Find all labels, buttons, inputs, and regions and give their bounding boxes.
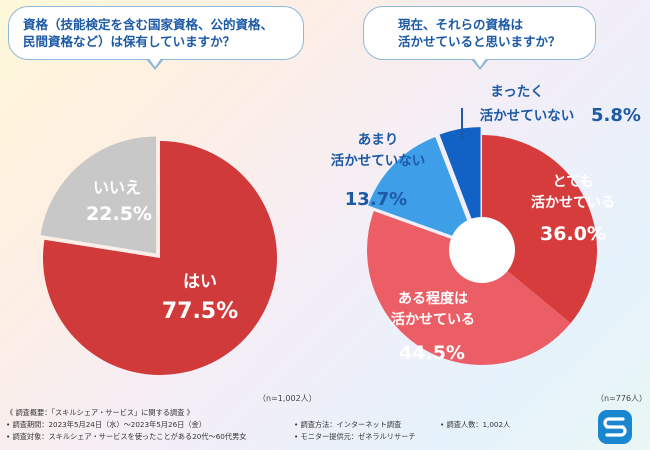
- chart-2-label-some-line-2: 活かせている: [391, 311, 475, 328]
- chart-1-sample-size: （n=1,002人）: [258, 394, 317, 403]
- chart-2-slice-3: [368, 136, 477, 245]
- company-logo-icon: [598, 410, 632, 444]
- chart-2-label-very-line-2: 活かせている: [531, 194, 615, 211]
- survey-target: • 調査対象：スキルシェア・サービスを使ったことがある20代～60代男女: [6, 432, 247, 441]
- chart-1-value-no-line-1: 22.5%: [86, 203, 152, 225]
- question-1-bubble: 資格（技能検定を含む国家資格、公的資格、 民間資格など）は保有していますか？: [8, 6, 304, 60]
- survey-count: • 調査人数：1,002人: [440, 420, 511, 429]
- chart-2-label-none-2-line-1: 活かせていない: [480, 107, 575, 124]
- chart-1-slice-2: [40, 136, 157, 254]
- chart-2-slice-4: [439, 127, 481, 243]
- chart-2-label-none-1-line-1: まったく: [490, 84, 543, 100]
- chart-1-value-yes-line-1: 77.5%: [162, 299, 238, 324]
- chart-1-slice-1: [43, 141, 277, 375]
- question-2-line-1: 現在、それらの資格は: [398, 17, 524, 32]
- survey-method-block: • 調査方法：インターネット調査 • モニター提供元：ゼネラルリサーチ: [294, 419, 416, 443]
- chart-1-label-yes-line-1: はい: [183, 272, 217, 292]
- chart-2-label-very-line-1: とても: [553, 174, 594, 190]
- chart-2-value-none-line-1: 5.8%: [591, 105, 641, 126]
- question-1-line-2: 民間資格など）は保有していますか？: [23, 34, 236, 49]
- chart-1-label-no-line-1: いいえ: [93, 178, 141, 197]
- question-1-line-1: 資格（技能検定を含む国家資格、公的資格、: [23, 17, 274, 32]
- survey-overview: 《 調査概要：「スキルシェア・サービス」に関する調査 》 • 調査期間：2023…: [6, 407, 246, 443]
- survey-method: • 調査方法：インターネット調査: [294, 420, 402, 429]
- chart-2-label-some-line-1: ある程度は: [398, 290, 468, 307]
- chart-2-value-some-line-1: 44.5%: [399, 342, 465, 364]
- chart-2-label-little-line-1: あまり: [358, 132, 399, 148]
- question-2-tail-fill: [473, 57, 487, 67]
- survey-title: 《 調査概要：「スキルシェア・サービス」に関する調査 》: [6, 408, 194, 417]
- chart-2-slice-2: [366, 211, 571, 365]
- chart-2-sample-size: （n=776人）: [596, 394, 648, 403]
- chart-2-value-little-line-1: 13.7%: [345, 189, 407, 210]
- question-2-bubble: 現在、それらの資格は 活かせていると思いますか？: [363, 6, 596, 60]
- survey-count-block: • 調査人数：1,002人: [440, 419, 510, 431]
- survey-monitor: • モニター提供元：ゼネラルリサーチ: [294, 432, 416, 441]
- chart-2-label-little-line-2: 活かせていない: [331, 152, 426, 169]
- chart-2-value-very-line-1: 36.0%: [540, 223, 606, 245]
- chart-2-slice-1: [482, 135, 597, 324]
- survey-period: • 調査期間：2023年5月24日（水）～2023年5月26日（金）: [6, 420, 206, 429]
- question-2-line-2: 活かせていると思いますか？: [398, 34, 561, 49]
- question-1-tail-fill: [148, 57, 162, 67]
- chart-2-donut-hole: [449, 217, 515, 283]
